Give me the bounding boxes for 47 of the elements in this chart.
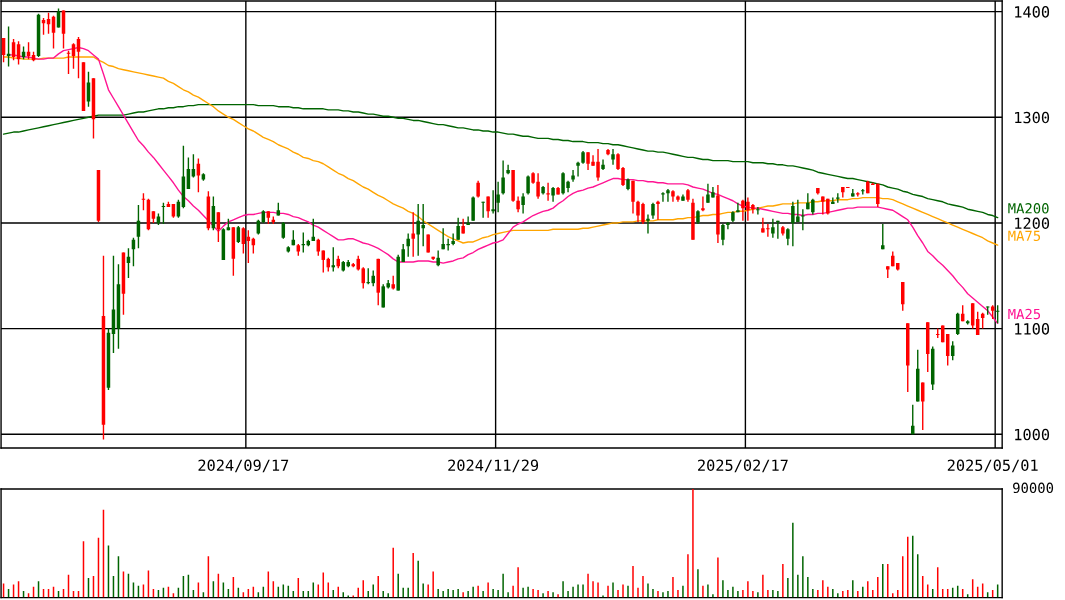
line-series: [2, 103, 999, 219]
candlestick: [526, 174, 530, 196]
candlestick: [721, 223, 725, 246]
x-tick-label: 2024/09/17: [198, 459, 289, 473]
candlestick: [406, 232, 410, 258]
candlestick: [901, 281, 905, 312]
candlestick: [521, 192, 525, 215]
candlestick: [771, 218, 775, 239]
candlestick: [451, 232, 455, 246]
series-label: MA25: [1008, 308, 1041, 320]
y-tick-label: 1300: [1015, 111, 1050, 124]
candlestick: [501, 159, 505, 196]
candlestick: [471, 195, 475, 222]
candlestick: [801, 208, 805, 232]
candlestick: [701, 195, 705, 213]
y-tick-label: 1400: [1015, 6, 1050, 18]
candlestick: [736, 202, 740, 214]
series-label: MA75: [1008, 230, 1041, 242]
y-tick-label: 1200: [1015, 217, 1050, 229]
x-tick-label: 2025/05/01: [947, 459, 1038, 473]
candlestick: [661, 191, 665, 203]
x-tick-label: 2025/02/17: [698, 459, 788, 473]
candlestick: [666, 188, 670, 203]
candlestick: [546, 182, 550, 202]
candlestick: [576, 160, 580, 178]
y-tick-label: 1100: [1015, 323, 1050, 335]
x-tick-label: 2024/11/29: [448, 459, 539, 473]
candlestick: [456, 216, 460, 241]
y-tick-label: 1000: [1015, 428, 1050, 441]
candlestick: [411, 211, 415, 258]
candlestick: [726, 221, 730, 230]
candlestick: [776, 220, 780, 240]
series-label: MA200: [1008, 203, 1049, 214]
candlestick: [631, 179, 635, 215]
candlestick: [321, 249, 326, 274]
candlestick: [881, 223, 885, 251]
candlestick: [491, 189, 495, 215]
candlestick: [756, 206, 760, 216]
candlestick: [836, 192, 840, 204]
candlestick: [611, 148, 615, 166]
candlestick: [481, 201, 485, 219]
candlestick: [646, 213, 650, 235]
candlestick: [656, 200, 660, 221]
text: 90000: [1013, 482, 1054, 494]
candlestick: [466, 215, 470, 226]
candlestick: [506, 164, 510, 176]
candlestick: [496, 181, 500, 214]
